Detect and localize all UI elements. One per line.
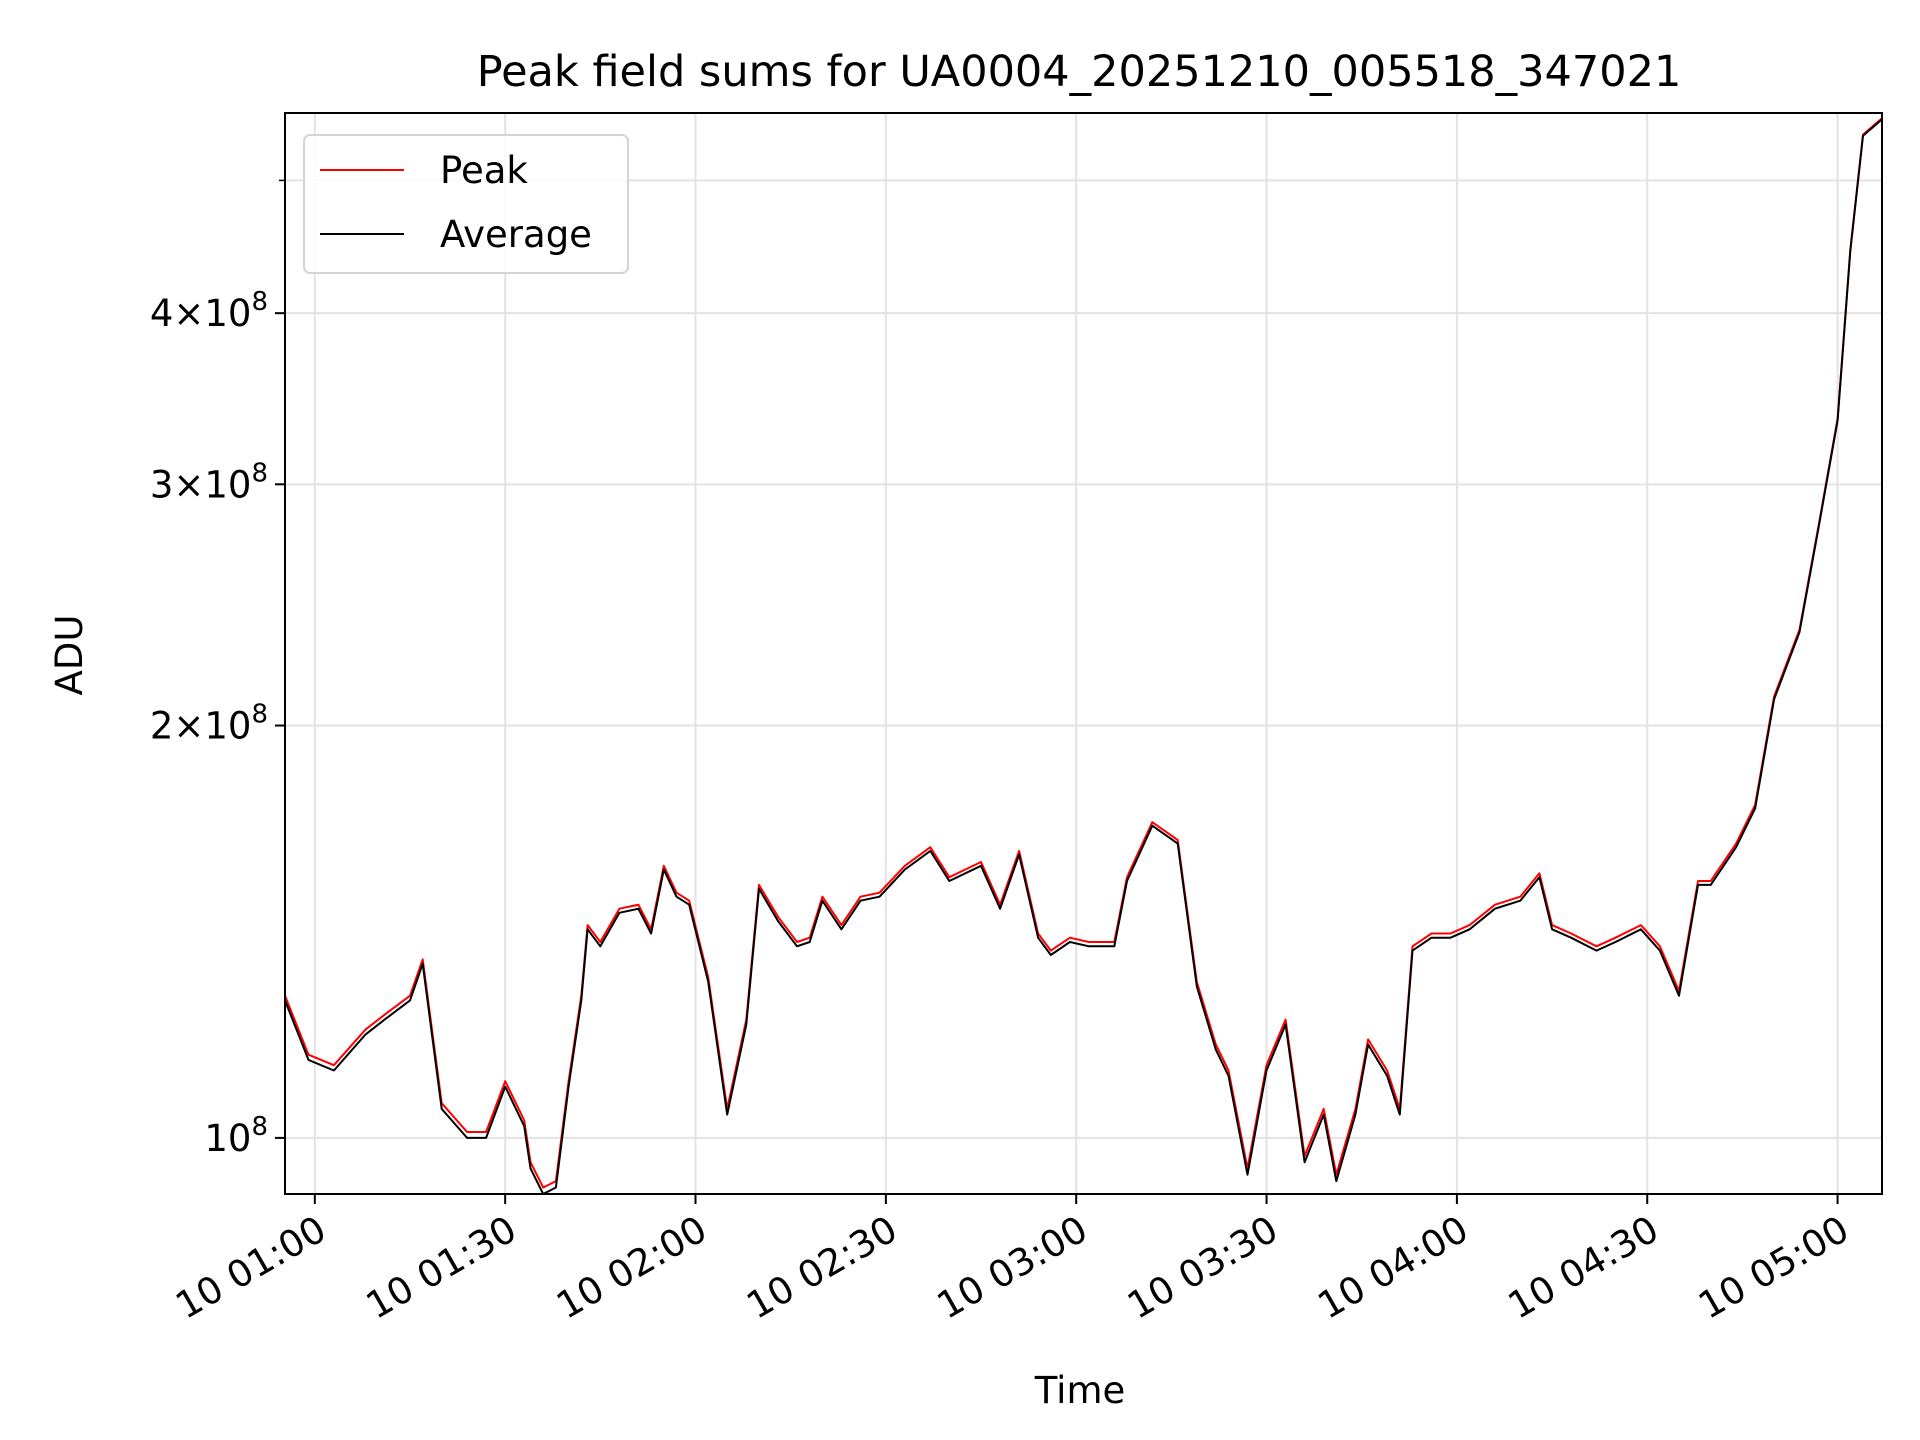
legend: Peak Average <box>303 134 629 274</box>
axes-frame <box>284 112 1883 1195</box>
series-line-average <box>284 118 1883 1195</box>
grid-lines <box>285 113 1882 1194</box>
x-axis-label: Time <box>1034 1369 1126 1412</box>
y-tick-label: 108 <box>204 1112 268 1160</box>
legend-label-average: Average <box>440 213 592 256</box>
y-tick-label: 3×108 <box>150 458 268 506</box>
y-tick-label: 4×108 <box>150 287 268 335</box>
legend-label-peak: Peak <box>440 149 528 192</box>
y-axis-label: ADU <box>48 615 91 696</box>
y-tick-label: 2×108 <box>150 700 268 748</box>
chart-title: Peak field sums for UA0004_20251210_0055… <box>477 47 1682 97</box>
series-layer <box>284 117 1883 1195</box>
y-axis-ticks: 108 2×108 3×108 4×108 <box>150 179 285 1160</box>
